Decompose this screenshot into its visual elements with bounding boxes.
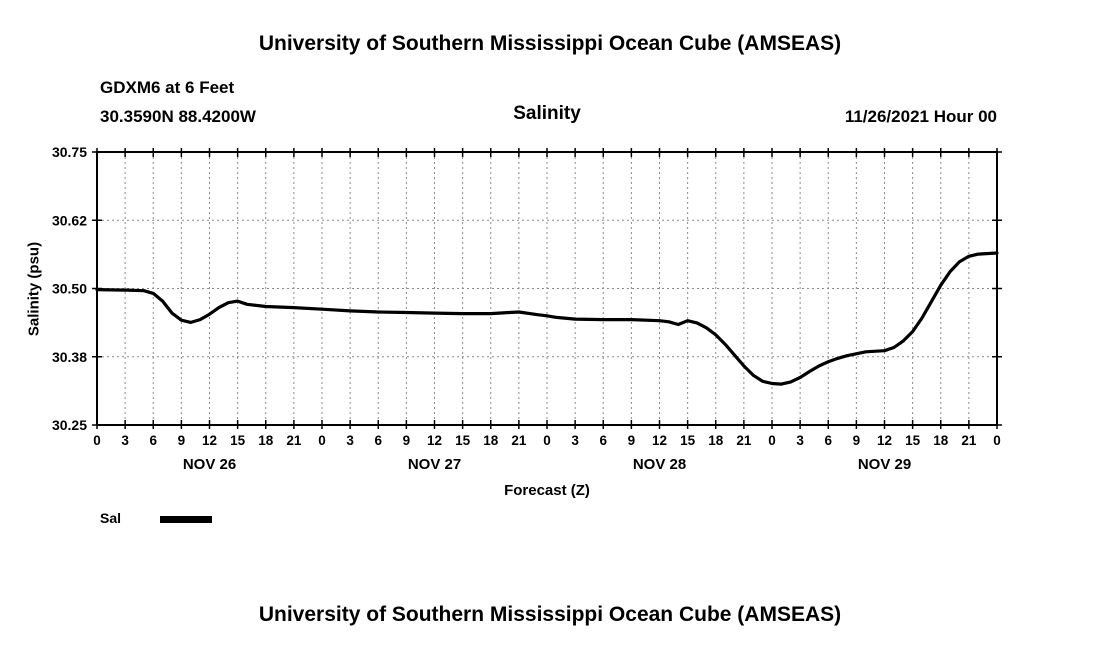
y-tick-label: 30.50 [52, 281, 87, 297]
top-main-title: University of Southern Mississippi Ocean… [258, 32, 842, 55]
x-tick-label: 3 [346, 433, 354, 448]
y-tick-label: 30.38 [52, 349, 87, 365]
x-tick-label: 18 [933, 433, 949, 448]
grid-lines [97, 152, 997, 425]
legend-line-swatch [160, 516, 212, 523]
x-tick-label: 15 [680, 433, 696, 448]
run-time-label: 11/26/2021 Hour 00 [844, 107, 997, 126]
station-label: GDXM6 at 6 Feet [100, 78, 235, 97]
day-label: NOV 29 [858, 456, 911, 473]
chart-title: Salinity [513, 103, 581, 124]
x-tick-label: 3 [121, 433, 129, 448]
day-label: NOV 27 [408, 456, 461, 473]
x-tick-label: 15 [905, 433, 921, 448]
x-axis-title: Forecast (Z) [504, 482, 590, 499]
x-tick-label: 3 [571, 433, 579, 448]
x-tick-label: 12 [652, 433, 667, 448]
x-tick-label: 3 [796, 433, 804, 448]
x-tick-label: 0 [993, 433, 1001, 448]
x-tick-label: 9 [403, 433, 411, 448]
x-tick-label: 6 [599, 433, 607, 448]
x-tick-label: 6 [149, 433, 157, 448]
x-tick-label: 21 [511, 433, 527, 448]
x-tick-labels: 0 3 6 9 12 15 18 21 0 3 6 9 12 15 18 21 0 3 6 9 12 15 18 21 0 3 6 9… [93, 433, 1001, 448]
x-tick-label: 12 [427, 433, 442, 448]
y-tick-label: 30.25 [52, 417, 87, 433]
x-tick-label: 9 [628, 433, 636, 448]
x-tick-label: 21 [736, 433, 752, 448]
x-tick-label: 18 [258, 433, 274, 448]
x-tick-label: 21 [961, 433, 977, 448]
x-tick-label: 0 [93, 433, 101, 448]
x-tick-label: 6 [824, 433, 832, 448]
x-tick-label: 18 [483, 433, 499, 448]
x-tick-label: 15 [230, 433, 246, 448]
salinity-series-line [95, 251, 999, 386]
x-tick-label: 9 [853, 433, 861, 448]
coordinates-label: 30.3590N 88.4200W [100, 107, 256, 126]
x-tick-label: 9 [178, 433, 186, 448]
y-tick-label: 30.62 [52, 212, 87, 228]
y-tick-label: 30.75 [52, 144, 87, 160]
x-tick-label: 6 [374, 433, 382, 448]
y-tick-labels: 30.25 30.38 30.50 30.62 30.75 [52, 144, 87, 433]
x-tick-label: 21 [286, 433, 302, 448]
x-tick-label: 15 [455, 433, 471, 448]
x-tick-label: 0 [768, 433, 776, 448]
x-tick-label: 12 [202, 433, 217, 448]
bottom-main-title: University of Southern Mississippi Ocean… [258, 603, 842, 626]
x-tick-label: 12 [877, 433, 892, 448]
day-label: NOV 28 [633, 456, 686, 473]
day-label: NOV 26 [183, 456, 236, 473]
x-tick-label: 18 [708, 433, 724, 448]
legend-label: Sal [100, 510, 122, 526]
x-tick-label: 0 [543, 433, 551, 448]
day-labels: NOV 26 NOV 27 NOV 28 NOV 29 [183, 456, 911, 473]
x-tick-label: 0 [318, 433, 326, 448]
